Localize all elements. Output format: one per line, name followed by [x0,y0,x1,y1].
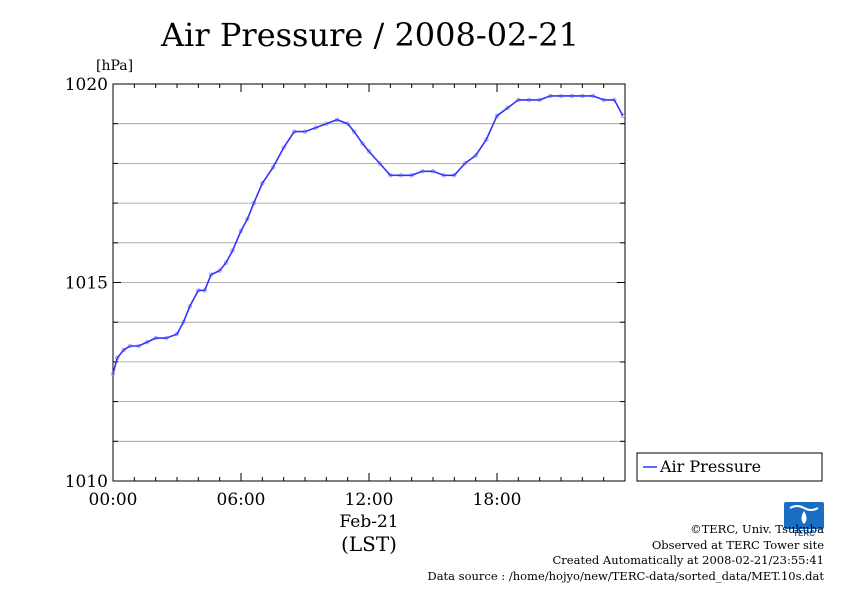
x-axis-date-label: Feb-21 [339,512,398,532]
data-point [505,105,510,111]
logo-drop-icon [801,511,807,524]
terc-logo: TERC [784,502,824,538]
legend: Air Pressure [636,452,823,482]
data-point [270,165,276,170]
y-tick-label: 1020 [65,75,108,95]
x-axis-timezone-label: (LST) [341,532,397,556]
y-axis-unit-label: [hPa] [96,58,133,74]
legend-box [636,452,823,482]
chart-title: Air Pressure / 2008-02-21 [160,16,579,54]
data-point [377,161,382,166]
legend-label: Air Pressure [659,457,761,476]
y-tick-label: 1010 [65,472,108,492]
x-tick-label: 00:00 [89,490,138,510]
data-point [360,141,365,146]
credits: ©TERC, Univ. Tsukuba Observed at TERC To… [427,522,824,584]
logo-wave-icon [789,505,819,511]
copyright-text: ©TERC, Univ. Tsukuba [690,522,824,536]
data-point [121,347,126,353]
x-axis-ticks: 00:00 06:00 12:00 18:00 [89,84,626,510]
data-point [473,153,478,158]
data-point [620,113,626,118]
data-point [366,149,372,154]
gridlines [113,123,625,442]
x-tick-label: 06:00 [217,490,266,510]
data-source-text: Data source : /home/hojyo/new/TERC-data/… [427,568,824,583]
site-text: Observed at TERC Tower site [651,537,824,552]
data-point [351,129,357,134]
y-tick-label: 1015 [65,274,108,294]
logo-text: TERC [793,529,815,538]
created-text: Created Automatically at 2008-02-21/23:5… [552,553,825,567]
data-point [223,260,229,265]
x-tick-label: 12:00 [345,490,394,510]
x-tick-label: 18:00 [473,490,522,510]
series-line-air-pressure [112,95,624,375]
y-axis-ticks: 1010 1015 1020 [65,75,625,492]
data-point [462,161,468,166]
data-points [110,93,626,377]
data-point [281,145,286,150]
